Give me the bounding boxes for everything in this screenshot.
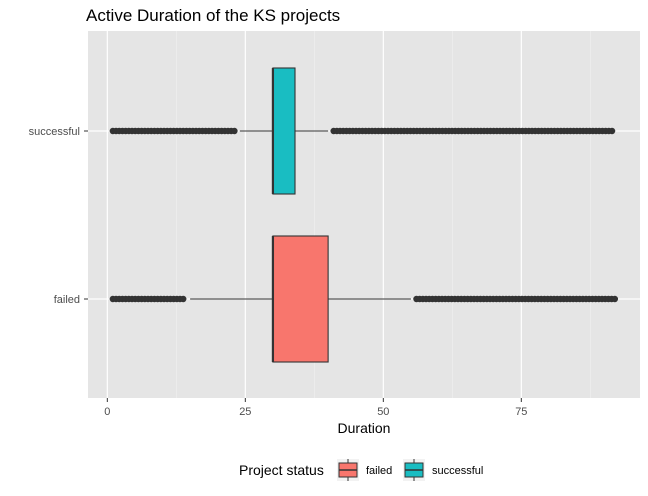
legend-title: Project status [239, 462, 324, 478]
box-failed [109, 235, 619, 363]
outlier-point [180, 295, 187, 303]
box-successful [109, 67, 616, 195]
box-marks [109, 67, 619, 363]
y-axis: successful failed [29, 126, 88, 306]
outlier-point [608, 127, 616, 135]
x-tick-label: 75 [515, 406, 527, 418]
x-axis: 0 25 50 75 [104, 398, 527, 418]
outlier-point [231, 127, 238, 135]
plot-panel [88, 31, 640, 398]
legend-label-successful: successful [432, 465, 483, 477]
box-body [272, 235, 329, 363]
x-tick-label: 0 [104, 406, 110, 418]
y-tick-label: failed [54, 294, 80, 306]
x-tick-label: 50 [377, 406, 389, 418]
y-tick-label: successful [29, 126, 80, 138]
legend-label-failed: failed [366, 465, 392, 477]
chart-title: Active Duration of the KS projects [86, 6, 340, 25]
outlier-point [611, 295, 619, 303]
box-body [272, 67, 296, 195]
x-axis-title: Duration [338, 420, 391, 436]
legend: Project status failed successful [239, 459, 483, 481]
x-tick-label: 25 [239, 406, 251, 418]
